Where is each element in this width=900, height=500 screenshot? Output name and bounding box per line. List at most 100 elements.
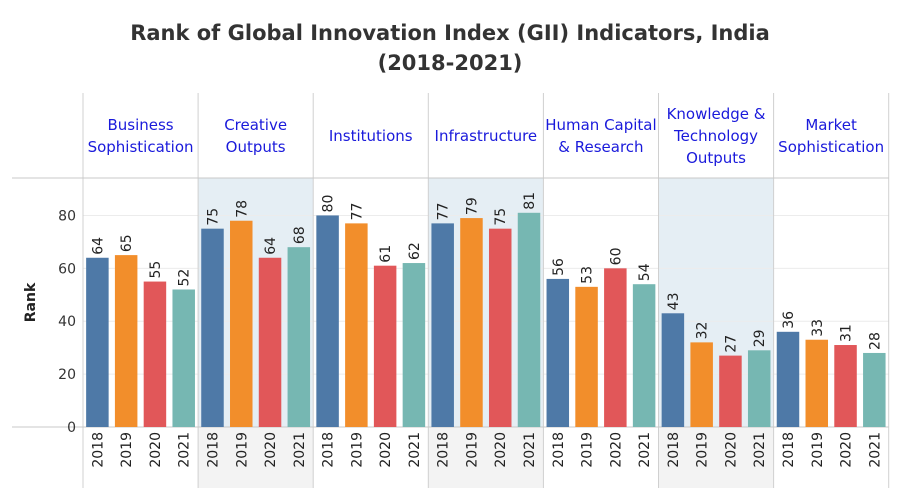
panel-header-label: Human Capital & Research bbox=[545, 114, 656, 158]
panel-header-creative-outputs: Creative Outputs bbox=[198, 93, 313, 178]
bar-market-sophistication-2018 bbox=[776, 331, 800, 427]
panel-header-label: Institutions bbox=[329, 125, 413, 147]
panel-header-line: Business bbox=[107, 115, 174, 134]
panel-header-business-sophistication: Business Sophistication bbox=[83, 93, 198, 178]
panel-header-market-sophistication: Market Sophistication bbox=[774, 93, 889, 178]
panel-header-line: Infrastructure bbox=[434, 126, 538, 145]
bar-human-capital-and-research-2018 bbox=[546, 278, 570, 427]
value-label-human-capital-and-research-2020: 60 bbox=[608, 248, 624, 266]
x-tick-label: 2019 bbox=[464, 432, 480, 468]
chart-subtitle: (2018-2021) bbox=[377, 51, 523, 75]
y-tick-label: 0 bbox=[67, 420, 76, 436]
x-tick-label: 2021 bbox=[177, 432, 193, 468]
value-label-creative-outputs-2018: 75 bbox=[205, 208, 221, 226]
bar-knowledge-and-technology-outputs-2020 bbox=[719, 355, 742, 427]
bar-infrastructure-2018 bbox=[431, 223, 454, 427]
bar-infrastructure-2020 bbox=[488, 228, 512, 427]
chart-title-block: Rank of Global Innovation Index (GII) In… bbox=[0, 18, 900, 78]
value-label-infrastructure-2018: 77 bbox=[436, 203, 452, 221]
x-tick-label: 2019 bbox=[580, 432, 596, 468]
y-tick-label: 80 bbox=[58, 208, 76, 224]
value-label-infrastructure-2020: 75 bbox=[493, 208, 509, 226]
panel-header-knowledge-and-technology-outputs: Knowledge & Technology Outputs bbox=[659, 93, 774, 178]
panel-header-line: Sophistication bbox=[87, 137, 194, 156]
x-tick-label: 2020 bbox=[378, 432, 394, 468]
value-label-institutions-2019: 77 bbox=[349, 203, 365, 221]
x-tick-label: 2020 bbox=[493, 432, 509, 468]
x-tick-label: 2018 bbox=[321, 432, 337, 468]
bar-institutions-2019 bbox=[345, 223, 368, 427]
x-tick-label: 2019 bbox=[810, 432, 826, 468]
bar-institutions-2018 bbox=[316, 215, 339, 427]
panel-header-line: Human Capital bbox=[545, 115, 657, 134]
value-label-institutions-2021: 62 bbox=[407, 242, 423, 260]
x-tick-label: 2020 bbox=[839, 432, 855, 468]
panel-header-line: & Research bbox=[558, 137, 644, 156]
panel-header-line: Creative bbox=[224, 115, 288, 134]
x-tick-label: 2018 bbox=[90, 432, 106, 468]
x-tick-label: 2019 bbox=[119, 432, 135, 468]
x-tick-label: 2018 bbox=[436, 432, 452, 468]
panel-header-line: Knowledge & bbox=[666, 104, 766, 123]
x-tick-label: 2018 bbox=[781, 432, 797, 468]
bar-institutions-2021 bbox=[402, 263, 426, 427]
y-tick-label: 60 bbox=[58, 261, 76, 277]
value-label-market-sophistication-2021: 28 bbox=[867, 332, 883, 350]
x-tick-label: 2020 bbox=[608, 432, 624, 468]
value-label-business-sophistication-2018: 64 bbox=[90, 237, 106, 255]
value-label-market-sophistication-2020: 31 bbox=[839, 324, 855, 342]
value-label-institutions-2020: 61 bbox=[378, 245, 394, 263]
panel-header-line: Technology bbox=[674, 126, 759, 145]
year-band-knowledge-and-technology-outputs bbox=[658, 427, 774, 488]
bar-creative-outputs-2019 bbox=[230, 220, 253, 427]
bar-business-sophistication-2021 bbox=[172, 289, 195, 427]
x-tick-label: 2018 bbox=[205, 432, 221, 468]
bar-infrastructure-2021 bbox=[517, 212, 541, 427]
value-label-infrastructure-2021: 81 bbox=[522, 192, 538, 210]
panel-header-line: Market bbox=[805, 115, 857, 134]
panel-header-label: Creative Outputs bbox=[224, 114, 287, 158]
y-tick-label: 40 bbox=[58, 314, 76, 330]
value-label-knowledge-and-technology-outputs-2020: 27 bbox=[723, 335, 739, 353]
value-label-creative-outputs-2021: 68 bbox=[292, 226, 308, 244]
bar-market-sophistication-2021 bbox=[863, 352, 886, 427]
y-tick-label: 20 bbox=[58, 367, 76, 383]
x-tick-label: 2021 bbox=[867, 432, 883, 468]
x-tick-label: 2019 bbox=[695, 432, 711, 468]
value-label-human-capital-and-research-2019: 53 bbox=[580, 266, 596, 284]
value-label-knowledge-and-technology-outputs-2018: 43 bbox=[666, 292, 682, 310]
bar-knowledge-and-technology-outputs-2021 bbox=[747, 350, 771, 427]
x-tick-label: 2018 bbox=[551, 432, 567, 468]
value-label-creative-outputs-2019: 78 bbox=[234, 200, 250, 218]
x-tick-label: 2019 bbox=[349, 432, 365, 468]
value-label-institutions-2018: 80 bbox=[321, 195, 337, 213]
panel-header-line: Outputs bbox=[225, 137, 286, 156]
value-label-infrastructure-2019: 79 bbox=[464, 197, 480, 215]
value-label-business-sophistication-2021: 52 bbox=[177, 269, 193, 287]
x-tick-label: 2021 bbox=[752, 432, 768, 468]
bar-institutions-2020 bbox=[373, 265, 397, 427]
bar-knowledge-and-technology-outputs-2018 bbox=[661, 313, 685, 427]
y-axis-label: Rank bbox=[23, 282, 39, 322]
value-label-business-sophistication-2019: 65 bbox=[119, 234, 135, 252]
x-tick-label: 2021 bbox=[522, 432, 538, 468]
x-tick-label: 2020 bbox=[723, 432, 739, 468]
panel-header-label: Infrastructure bbox=[435, 125, 538, 147]
x-tick-label: 2020 bbox=[148, 432, 164, 468]
value-label-human-capital-and-research-2018: 56 bbox=[551, 258, 567, 276]
value-label-business-sophistication-2020: 55 bbox=[148, 261, 164, 279]
bar-infrastructure-2019 bbox=[460, 218, 483, 427]
bar-market-sophistication-2019 bbox=[805, 339, 829, 427]
panel-header-label: Business Sophistication bbox=[88, 114, 194, 158]
panel-header-line: Outputs bbox=[686, 148, 746, 167]
bar-creative-outputs-2020 bbox=[258, 257, 282, 427]
bar-business-sophistication-2019 bbox=[114, 255, 138, 427]
panel-header-infrastructure: Infrastructure bbox=[428, 93, 543, 178]
x-tick-label: 2021 bbox=[407, 432, 423, 468]
bar-human-capital-and-research-2019 bbox=[575, 286, 598, 427]
value-label-knowledge-and-technology-outputs-2021: 29 bbox=[752, 329, 768, 347]
x-tick-label: 2018 bbox=[666, 432, 682, 468]
bar-creative-outputs-2021 bbox=[287, 247, 311, 427]
